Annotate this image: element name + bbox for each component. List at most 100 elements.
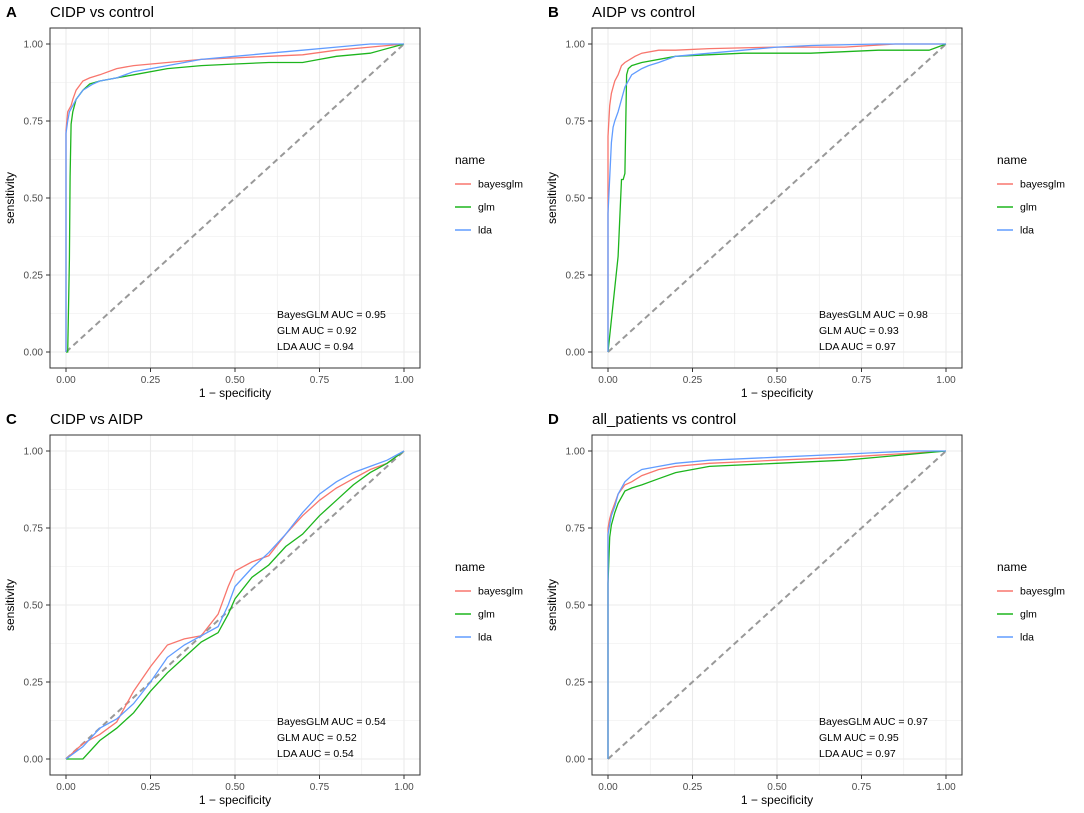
y-axis-title: sensitivity <box>3 172 17 224</box>
reference-diagonal <box>65 450 405 760</box>
auc-annotation: LDA AUC = 0.94 <box>277 341 354 353</box>
y-tick-label: 0.00 <box>24 348 44 359</box>
panel-a: 0.00 0.00 0.25 0.25 0.50 0.50 0.75 0.75 1.00 1.00… <box>0 0 542 406</box>
auc-annotation: GLM AUC = 0.52 <box>277 732 357 744</box>
y-tick-label: 1.00 <box>566 447 586 458</box>
auc-annotation: LDA AUC = 0.54 <box>277 748 354 760</box>
legend: name bayesglm glm lda <box>455 153 523 237</box>
auc-annotation: GLM AUC = 0.93 <box>819 325 899 337</box>
x-tick-label: 0.75 <box>310 782 330 793</box>
x-tick-label: 0.75 <box>852 782 872 793</box>
y-tick-label: 0.00 <box>24 755 44 766</box>
x-tick-label: 0.25 <box>683 375 703 386</box>
x-tick-label: 0.25 <box>683 782 703 793</box>
panel-letter: D <box>548 411 559 428</box>
roc-curve-lda <box>65 450 405 760</box>
roc-chart-svg: 0.00 0.00 0.25 0.25 0.50 0.50 0.75 0.75 1.00 1.00… <box>545 411 1065 807</box>
y-tick-label: 0.25 <box>566 678 586 689</box>
roc-curve-glm <box>607 450 947 759</box>
x-axis-title: 1 − specificity <box>199 386 271 400</box>
auc-annotation: GLM AUC = 0.95 <box>819 732 899 744</box>
y-tick-label: 0.75 <box>24 524 44 535</box>
y-axis-title: sensitivity <box>545 172 559 224</box>
roc-curve-lda <box>607 43 946 352</box>
chart-title: CIDP vs AIDP <box>50 411 143 428</box>
x-tick-label: 0.75 <box>852 375 872 386</box>
y-tick-label: 0.50 <box>24 194 44 205</box>
auc-annotation: BayesGLM AUC = 0.97 <box>819 716 928 728</box>
y-axis-title: sensitivity <box>545 579 559 631</box>
y-tick-label: 0.00 <box>566 348 586 359</box>
y-tick-label: 0.75 <box>24 117 44 128</box>
x-tick-label: 1.00 <box>936 375 956 386</box>
roc-chart-svg: 0.00 0.00 0.25 0.25 0.50 0.50 0.75 0.75 1.00 1.00… <box>3 4 523 400</box>
auc-annotation: GLM AUC = 0.92 <box>277 325 357 337</box>
legend: name bayesglm glm lda <box>997 153 1065 237</box>
roc-curve-bayesglm <box>65 450 405 760</box>
legend-label: glm <box>478 609 495 621</box>
auc-annotation: BayesGLM AUC = 0.54 <box>277 716 386 728</box>
reference-diagonal <box>607 450 947 760</box>
legend: name bayesglm glm lda <box>997 560 1065 644</box>
legend-label: lda <box>478 225 492 237</box>
x-tick-label: 0.00 <box>56 782 76 793</box>
x-tick-label: 0.50 <box>767 782 787 793</box>
x-tick-label: 0.25 <box>141 375 161 386</box>
x-tick-label: 1.00 <box>936 782 956 793</box>
legend-label: lda <box>478 632 492 644</box>
roc-curve-lda <box>65 43 404 352</box>
auc-annotation: BayesGLM AUC = 0.98 <box>819 309 928 321</box>
legend-title: name <box>455 560 485 574</box>
x-tick-label: 0.00 <box>56 375 76 386</box>
x-axis-title: 1 − specificity <box>199 793 271 807</box>
y-tick-label: 0.25 <box>566 271 586 282</box>
y-tick-label: 1.00 <box>24 40 44 51</box>
x-tick-label: 0.25 <box>141 782 161 793</box>
x-tick-label: 0.75 <box>310 375 330 386</box>
grid <box>50 28 420 368</box>
legend-label: glm <box>1020 609 1037 621</box>
legend-label: glm <box>1020 202 1037 214</box>
roc-curve-bayesglm <box>65 43 405 352</box>
y-tick-label: 0.25 <box>24 271 44 282</box>
panel-d: 0.00 0.00 0.25 0.25 0.50 0.50 0.75 0.75 1.00 1.00… <box>542 407 1084 813</box>
chart-title: all_patients vs control <box>592 411 736 428</box>
legend: name bayesglm glm lda <box>455 560 523 644</box>
x-tick-label: 0.00 <box>598 375 618 386</box>
x-axis-title: 1 − specificity <box>741 793 813 807</box>
reference-diagonal <box>65 43 405 353</box>
y-tick-label: 0.00 <box>566 755 586 766</box>
legend-label: bayesglm <box>478 586 523 598</box>
legend-label: bayesglm <box>1020 586 1065 598</box>
y-tick-label: 0.50 <box>24 601 44 612</box>
x-tick-label: 0.00 <box>598 782 618 793</box>
auc-annotation: LDA AUC = 0.97 <box>819 341 896 353</box>
roc-curve-glm <box>607 43 947 353</box>
auc-annotation: LDA AUC = 0.97 <box>819 748 896 760</box>
x-tick-label: 1.00 <box>394 782 414 793</box>
roc-curve-glm <box>66 450 405 760</box>
panel-letter: B <box>548 4 559 21</box>
legend-title: name <box>997 153 1027 167</box>
y-tick-label: 0.50 <box>566 601 586 612</box>
chart-title: CIDP vs control <box>50 4 154 21</box>
legend-label: bayesglm <box>1020 179 1065 191</box>
y-tick-label: 0.25 <box>24 678 44 689</box>
x-tick-label: 1.00 <box>394 375 414 386</box>
panel-letter: A <box>6 4 17 21</box>
roc-chart-svg: 0.00 0.00 0.25 0.25 0.50 0.50 0.75 0.75 1.00 1.00… <box>3 411 523 807</box>
y-tick-label: 0.75 <box>566 524 586 535</box>
reference-diagonal <box>607 43 947 353</box>
grid <box>592 28 962 368</box>
y-tick-label: 0.50 <box>566 194 586 205</box>
legend-label: glm <box>478 202 495 214</box>
legend-label: lda <box>1020 632 1034 644</box>
legend-label: bayesglm <box>478 179 523 191</box>
panel-letter: C <box>6 411 17 428</box>
panel-c: 0.00 0.00 0.25 0.25 0.50 0.50 0.75 0.75 1.00 1.00… <box>0 407 542 813</box>
legend-label: lda <box>1020 225 1034 237</box>
auc-annotation: BayesGLM AUC = 0.95 <box>277 309 386 321</box>
grid <box>50 435 420 775</box>
legend-title: name <box>997 560 1027 574</box>
